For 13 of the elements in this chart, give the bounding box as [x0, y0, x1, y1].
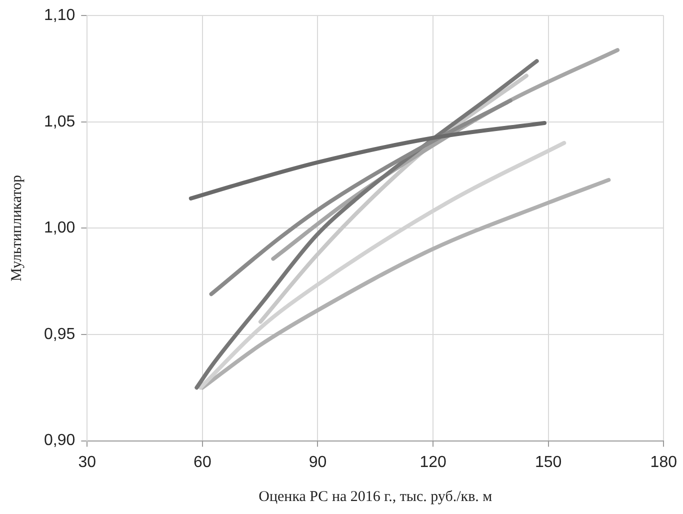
y-tick-label: 1,10 — [44, 7, 76, 24]
y-tick-label: 1,05 — [44, 113, 76, 130]
x-tick-label: 60 — [194, 454, 212, 471]
x-tick-label: 150 — [535, 454, 562, 471]
y-tick-label: 1,00 — [44, 220, 76, 237]
x-axis-title: Оценка РС на 2016 г., тыс. руб./кв. м — [258, 488, 493, 505]
y-tick-label: 0,90 — [44, 432, 76, 450]
x-tick-label: 120 — [420, 454, 446, 471]
y-tick-label: 0,95 — [44, 326, 76, 343]
y-axis-title: Мультипликатор — [8, 175, 25, 282]
x-tick-label: 30 — [78, 454, 96, 471]
x-tick-label: 90 — [308, 454, 327, 471]
x-tick-label: 180 — [650, 454, 678, 471]
